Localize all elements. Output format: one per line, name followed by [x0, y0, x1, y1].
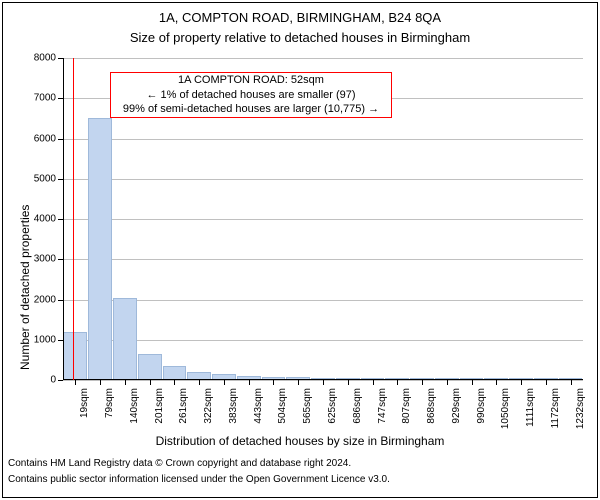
x-tick-mark: [546, 380, 547, 385]
y-tick-label: 2000: [34, 294, 56, 305]
x-tick-label: 807sqm: [401, 388, 412, 472]
x-tick-label: 1050sqm: [500, 388, 511, 472]
gridline: [63, 219, 583, 220]
x-tick-mark: [348, 380, 349, 385]
x-axis-label: Distribution of detached houses by size …: [0, 434, 600, 448]
footer-line-2: Contains public sector information licen…: [8, 474, 390, 485]
y-tick-label: 5000: [34, 173, 56, 184]
x-tick-mark: [472, 380, 473, 385]
x-tick-mark: [496, 380, 497, 385]
x-tick-mark: [75, 380, 76, 385]
bar: [163, 366, 187, 380]
bar: [88, 118, 112, 380]
chart-title: 1A, COMPTON ROAD, BIRMINGHAM, B24 8QA: [0, 10, 600, 25]
bar: [138, 354, 162, 380]
reference-line: [73, 58, 74, 380]
x-tick-label: 868sqm: [426, 388, 437, 472]
gridline: [63, 139, 583, 140]
x-tick-mark: [249, 380, 250, 385]
y-tick-label: 1000: [34, 334, 56, 345]
x-tick-mark: [224, 380, 225, 385]
x-tick-label: 686sqm: [352, 388, 363, 472]
chart-frame: 1A, COMPTON ROAD, BIRMINGHAM, B24 8QA Si…: [0, 0, 600, 500]
chart-subtitle: Size of property relative to detached ho…: [0, 30, 600, 45]
gridline: [63, 259, 583, 260]
x-tick-mark: [373, 380, 374, 385]
x-tick-mark: [150, 380, 151, 385]
footer-line-1: Contains HM Land Registry data © Crown c…: [8, 458, 351, 469]
y-tick-label: 3000: [34, 254, 56, 265]
gridline: [63, 179, 583, 180]
y-tick-label: 0: [50, 375, 56, 386]
x-tick-mark: [397, 380, 398, 385]
y-tick-label: 4000: [34, 214, 56, 225]
x-tick-label: 990sqm: [476, 388, 487, 472]
annotation-line-2: ← 1% of detached houses are smaller (97): [111, 88, 391, 103]
bar: [63, 332, 87, 380]
y-tick-mark: [58, 380, 63, 381]
x-tick-mark: [323, 380, 324, 385]
x-tick-mark: [521, 380, 522, 385]
x-tick-label: 1232sqm: [575, 388, 586, 472]
x-tick-mark: [571, 380, 572, 385]
y-axis-line: [63, 58, 64, 380]
x-tick-mark: [273, 380, 274, 385]
y-axis-label: Number of detached properties: [18, 205, 32, 370]
gridline: [63, 58, 583, 59]
annotation-line-3: 99% of semi-detached houses are larger (…: [111, 102, 391, 117]
annotation-line-1: 1A COMPTON ROAD: 52sqm: [111, 73, 391, 88]
x-tick-mark: [422, 380, 423, 385]
x-tick-mark: [298, 380, 299, 385]
x-tick-label: 929sqm: [451, 388, 462, 472]
annotation-box: 1A COMPTON ROAD: 52sqm ← 1% of detached …: [110, 72, 392, 118]
x-tick-region: 19sqm79sqm140sqm201sqm261sqm322sqm383sqm…: [63, 386, 583, 436]
bar: [113, 298, 137, 381]
x-tick-mark: [174, 380, 175, 385]
y-tick-label: 7000: [34, 93, 56, 104]
x-tick-mark: [100, 380, 101, 385]
x-tick-label: 747sqm: [377, 388, 388, 472]
x-tick-label: 1172sqm: [550, 388, 561, 472]
y-tick-label: 8000: [34, 53, 56, 64]
gridline: [63, 300, 583, 301]
x-tick-label: 1111sqm: [525, 388, 536, 472]
y-tick-label: 6000: [34, 133, 56, 144]
gridline: [63, 340, 583, 341]
x-tick-mark: [125, 380, 126, 385]
x-tick-mark: [199, 380, 200, 385]
x-tick-mark: [447, 380, 448, 385]
